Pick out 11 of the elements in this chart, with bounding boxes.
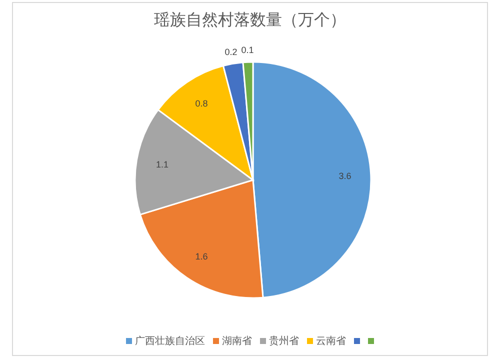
legend-label: 广西壮族自治区 — [135, 334, 205, 348]
data-label: 0.8 — [195, 98, 208, 109]
legend-label: 贵州省 — [269, 334, 299, 348]
data-label: 3.6 — [338, 171, 352, 182]
legend-label: 湖南省 — [222, 334, 252, 348]
data-label: 0.1 — [241, 45, 254, 56]
data-label: 1.1 — [156, 159, 169, 170]
data-label: 0.2 — [224, 46, 238, 57]
data-label: 1.6 — [195, 251, 208, 262]
chart-title: 瑶族自然村落数量（万个） — [153, 10, 347, 31]
legend-label: 云南省 — [316, 334, 346, 348]
